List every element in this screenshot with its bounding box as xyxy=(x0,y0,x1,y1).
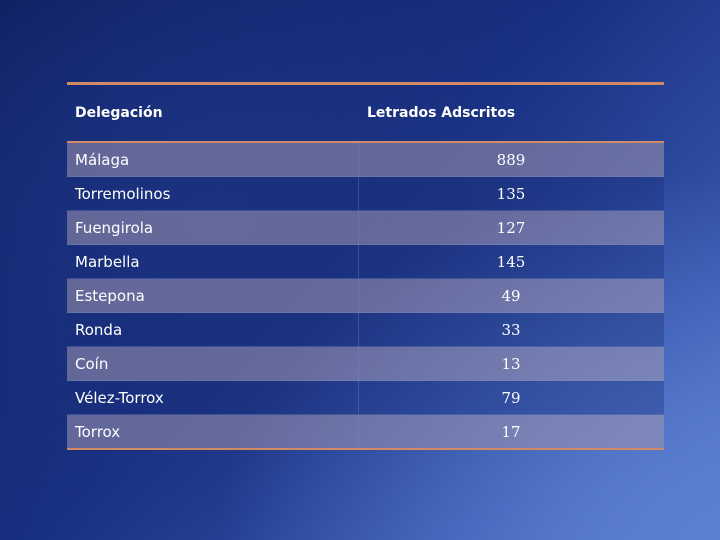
delegacion-cell: Estepona xyxy=(75,286,145,305)
column-divider xyxy=(358,177,359,210)
column-divider xyxy=(358,381,359,414)
column-divider xyxy=(358,347,359,380)
delegacion-cell: Torremolinos xyxy=(75,184,171,203)
column-divider xyxy=(358,143,359,176)
column-divider xyxy=(358,211,359,244)
letrados-cell: 889 xyxy=(496,150,526,169)
table-row: Torrox 17 xyxy=(67,415,664,450)
letrados-cell: 33 xyxy=(501,320,521,339)
delegacion-cell: Málaga xyxy=(75,150,130,169)
delegacion-cell: Torrox xyxy=(75,422,121,441)
column-divider xyxy=(358,279,359,312)
column-header-delegacion: Delegación xyxy=(75,105,163,121)
delegacion-cell: Fuengirola xyxy=(75,218,154,237)
table-row: Ronda 33 xyxy=(67,313,664,347)
table-top-rule xyxy=(67,82,664,85)
table-row: Estepona 49 xyxy=(67,279,664,313)
table-row: Málaga 889 xyxy=(67,143,664,177)
letrados-cell: 49 xyxy=(501,286,521,305)
table-row: Marbella 145 xyxy=(67,245,664,279)
table-row: Fuengirola 127 xyxy=(67,211,664,245)
column-header-letrados: Letrados Adscritos xyxy=(367,105,516,121)
column-divider xyxy=(358,313,359,346)
delegacion-cell: Marbella xyxy=(75,252,140,271)
letrados-cell: 127 xyxy=(496,218,526,237)
letrados-cell: 135 xyxy=(496,184,526,203)
table-row: Vélez-Torrox 79 xyxy=(67,381,664,415)
letrados-cell: 145 xyxy=(496,252,526,271)
table-row: Torremolinos 135 xyxy=(67,177,664,211)
delegacion-cell: Ronda xyxy=(75,320,123,339)
letrados-cell: 13 xyxy=(501,354,521,373)
delegacion-cell: Coín xyxy=(75,354,109,373)
delegacion-cell: Vélez-Torrox xyxy=(75,388,164,407)
delegations-table: Delegación Letrados Adscritos Málaga 889… xyxy=(67,82,664,450)
table-row: Coín 13 xyxy=(67,347,664,381)
table-header-row: Delegación Letrados Adscritos xyxy=(67,85,664,143)
column-divider xyxy=(358,415,359,448)
column-divider xyxy=(358,245,359,278)
letrados-cell: 79 xyxy=(501,388,521,407)
letrados-cell: 17 xyxy=(501,422,521,441)
